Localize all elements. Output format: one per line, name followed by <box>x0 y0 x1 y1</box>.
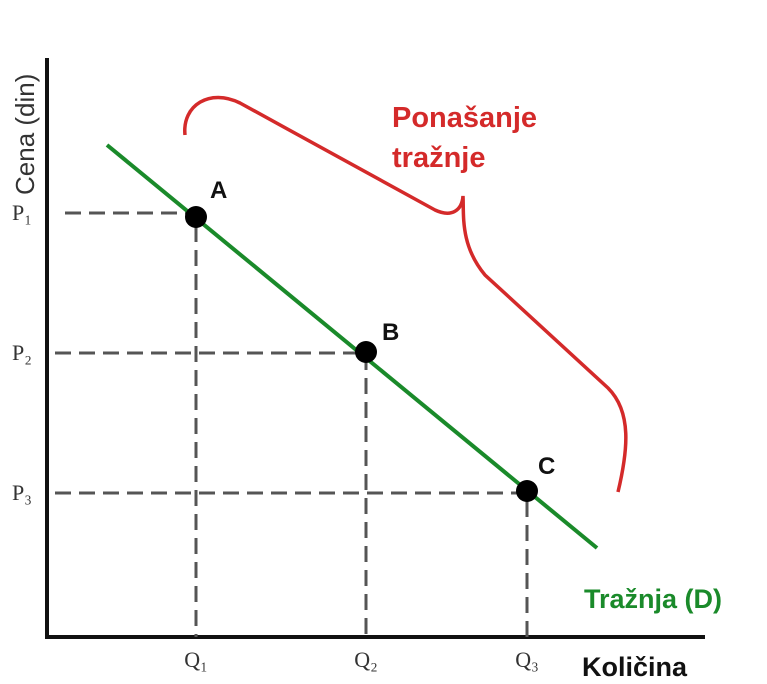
quantity-label: Q₁ <box>184 647 208 672</box>
guide-b <box>55 351 368 637</box>
point-label: A <box>210 177 227 204</box>
price-label: P₂ <box>12 340 32 365</box>
y-axis-label: Cena (din) <box>10 74 40 195</box>
x-axis-label: Količina <box>582 652 688 682</box>
point <box>185 206 207 228</box>
price-label: P₃ <box>12 480 32 505</box>
curve-label: Tražnja (D) <box>584 584 722 614</box>
point <box>355 341 377 363</box>
guide-a <box>65 211 198 637</box>
annotation: tražnje <box>392 142 485 174</box>
guide-c <box>55 491 529 637</box>
annotation: Ponašanje <box>392 102 537 134</box>
quantity-label: Q₂ <box>354 647 378 672</box>
point <box>516 480 538 502</box>
point-label: C <box>538 453 555 480</box>
price-label: P₁ <box>12 200 32 225</box>
brace <box>183 95 628 493</box>
point-label: B <box>382 319 399 346</box>
quantity-label: Q₃ <box>515 647 539 672</box>
